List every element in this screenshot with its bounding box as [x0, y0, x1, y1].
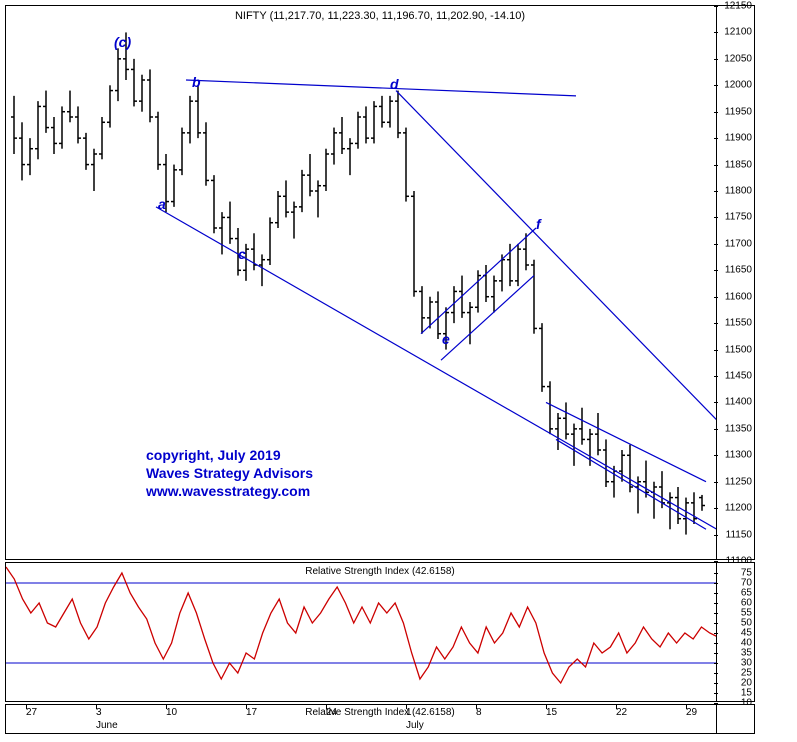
copyright-text: copyright, July 2019Waves Strategy Advis… — [146, 446, 313, 501]
xaxis-right-gutter — [716, 705, 754, 733]
xaxis-tick-label: 22 — [616, 707, 627, 718]
xaxis-tick-label: 17 — [246, 707, 257, 718]
ytick-label: 11300 — [725, 450, 752, 461]
xaxis-tick-label: 27 — [26, 707, 37, 718]
ytick-label: 12000 — [724, 80, 752, 91]
rsi-title: Relative Strength Index (42.6158) — [305, 566, 455, 577]
copyright-line: copyright, July 2019 — [146, 446, 313, 464]
ytick-label: 11200 — [725, 503, 752, 514]
price-chart-panel: NIFTY (11,217.70, 11,223.30, 11,196.70, … — [5, 5, 755, 560]
rsi-ytick-label: 55 — [741, 608, 752, 619]
xaxis-tick-label: 29 — [686, 707, 697, 718]
xaxis-tick-label: 15 — [546, 707, 557, 718]
rsi-ytick-label: 25 — [741, 668, 752, 679]
wave-label: f — [536, 216, 541, 232]
ytick-label: 12150 — [724, 1, 752, 12]
rsi-chart-svg — [6, 563, 718, 703]
ytick-label: 11650 — [725, 265, 752, 276]
xaxis-month-label: July — [406, 720, 424, 731]
rsi-ytick-label: 75 — [741, 568, 752, 579]
xaxis-tick-label: 10 — [166, 707, 177, 718]
wave-label: b — [192, 74, 201, 90]
chart-title: NIFTY (11,217.70, 11,223.30, 11,196.70, … — [235, 10, 525, 22]
rsi-ytick-label: 50 — [741, 618, 752, 629]
rsi-ytick-label: 35 — [741, 648, 752, 659]
wave-label: e — [442, 331, 450, 347]
xaxis-tick-label: 8 — [476, 707, 482, 718]
ytick-label: 11900 — [725, 133, 752, 144]
wave-label: d — [390, 76, 399, 92]
price-chart-svg — [6, 6, 718, 561]
ytick-label: 11950 — [725, 106, 752, 117]
rsi-ytick-label: 65 — [741, 588, 752, 599]
wave-label: a — [158, 196, 166, 212]
wave-label: (c) — [114, 34, 131, 50]
ytick-label: 11500 — [725, 344, 752, 355]
rsi-ytick-label: 45 — [741, 628, 752, 639]
rsi-ytick-label: 40 — [741, 638, 752, 649]
copyright-line: www.wavesstrategy.com — [146, 482, 313, 500]
rsi-footer-label: Relative Strength Index (42.6158) — [305, 707, 455, 718]
ytick-label: 11250 — [725, 476, 752, 487]
price-yaxis: 1110011150112001125011300113501140011450… — [716, 6, 754, 559]
rsi-chart-panel: Relative Strength Index (42.6158) 101520… — [5, 562, 755, 702]
xaxis-month-label: June — [96, 720, 118, 731]
ytick-label: 12100 — [724, 27, 752, 38]
ytick-label: 11450 — [725, 371, 752, 382]
rsi-ytick-label: 15 — [741, 688, 752, 699]
xaxis-panel: 27310172418152229JuneJulyRelative Streng… — [5, 704, 755, 734]
rsi-ytick-label: 30 — [741, 658, 752, 669]
ytick-label: 11700 — [725, 238, 752, 249]
ytick-label: 11350 — [725, 423, 752, 434]
ytick-label: 11550 — [725, 318, 752, 329]
rsi-yaxis: 1015202530354045505560657075 — [716, 563, 754, 701]
wave-label: c — [238, 246, 246, 262]
ytick-label: 11400 — [725, 397, 752, 408]
ytick-label: 11750 — [725, 212, 752, 223]
rsi-ytick-label: 70 — [741, 578, 752, 589]
ytick-label: 11850 — [725, 159, 752, 170]
ytick-label: 11150 — [726, 529, 752, 540]
rsi-ytick-label: 20 — [741, 678, 752, 689]
rsi-ytick-label: 60 — [741, 598, 752, 609]
copyright-line: Waves Strategy Advisors — [146, 464, 313, 482]
ytick-label: 11800 — [725, 186, 752, 197]
ytick-label: 11600 — [725, 291, 752, 302]
ytick-label: 12050 — [724, 53, 752, 64]
xaxis-tick-label: 3 — [96, 707, 102, 718]
